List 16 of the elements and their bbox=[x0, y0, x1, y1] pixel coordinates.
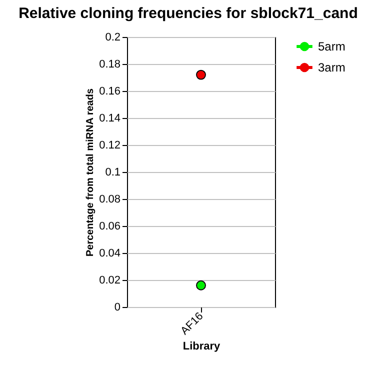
y-tick-label: 0.06 bbox=[99, 220, 120, 232]
legend-label: 5arm bbox=[318, 40, 346, 54]
legend-label: 3arm bbox=[318, 60, 346, 74]
y-tick-label: 0 bbox=[114, 302, 120, 314]
y-tick-label: 0.16 bbox=[99, 86, 120, 98]
y-tick-label: 0.08 bbox=[99, 194, 120, 206]
y-tick-label: 0.1 bbox=[105, 166, 120, 178]
y-tick-label: 0.14 bbox=[99, 112, 120, 124]
chart-title: Relative cloning frequencies for sblock71_cand bbox=[18, 5, 358, 22]
x-axis-title: Library bbox=[182, 340, 222, 353]
y-axis-title: Percentage from total miRNA reads bbox=[85, 88, 96, 257]
y-tick-label: 0.04 bbox=[99, 248, 120, 260]
y-tick-label: 0.12 bbox=[99, 140, 120, 152]
y-tick-label: 0.2 bbox=[105, 32, 120, 44]
y-tick-label: 0.18 bbox=[99, 58, 120, 70]
y-tick-label: 0.02 bbox=[99, 274, 120, 286]
